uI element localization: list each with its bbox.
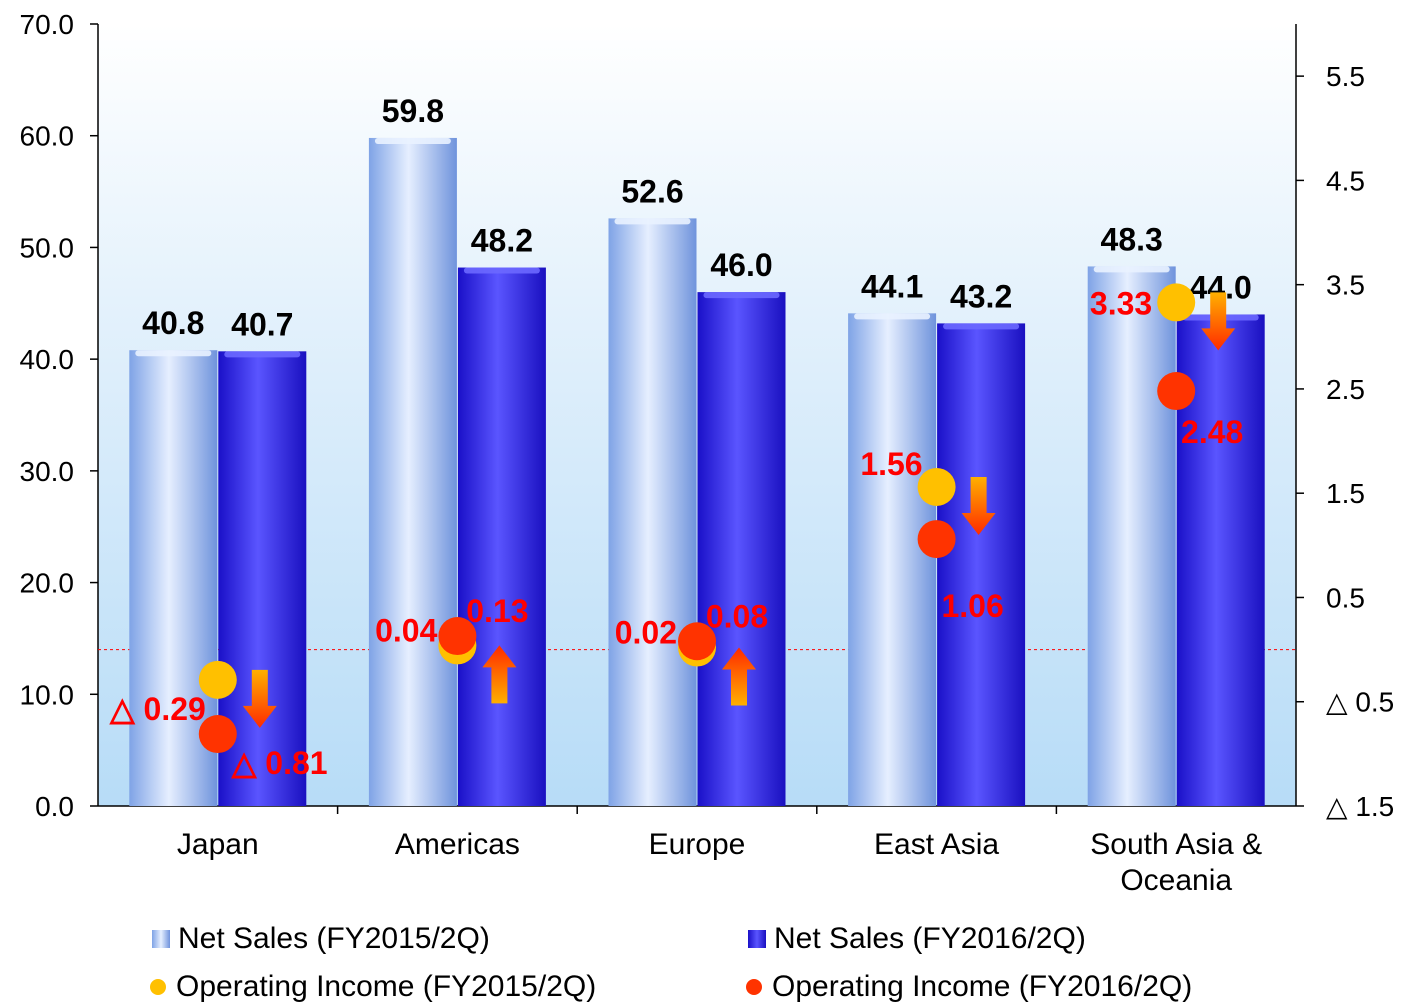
bar-label-2016: 46.0 bbox=[710, 247, 772, 283]
right-tick-label: 4.5 bbox=[1326, 165, 1365, 196]
bar-label-2015: 40.8 bbox=[142, 305, 204, 341]
bar-net-sales-2015 bbox=[1087, 266, 1176, 806]
right-tick-label: 3.5 bbox=[1326, 270, 1365, 301]
bar-net-sales-2015 bbox=[848, 313, 937, 806]
bar-label-2015: 52.6 bbox=[621, 173, 683, 209]
trend-arrow-up bbox=[722, 647, 756, 706]
legend-label-op-income-2015: Operating Income (FY2015/2Q) bbox=[176, 970, 597, 1003]
point-op-income-2016 bbox=[438, 617, 477, 656]
point-label-2015: 0.04 bbox=[375, 612, 437, 648]
legend-label-net-sales-2016: Net Sales (FY2016/2Q) bbox=[774, 922, 1086, 955]
bar-net-sales-2015-top bbox=[1093, 266, 1170, 273]
category-label: East Asia bbox=[874, 828, 999, 861]
bar-label-2015: 44.1 bbox=[861, 268, 923, 304]
left-tick-label: 70.0 bbox=[20, 9, 75, 40]
bar-net-sales-2016-top bbox=[224, 351, 301, 358]
left-tick-label: 30.0 bbox=[20, 456, 75, 487]
point-op-income-2016 bbox=[917, 520, 956, 559]
legend-label-op-income-2016: Operating Income (FY2016/2Q) bbox=[772, 970, 1193, 1003]
bar-label-2016: 43.2 bbox=[950, 278, 1012, 314]
bar-label-2015: 48.3 bbox=[1101, 221, 1163, 257]
legend-swatch-net-sales-2015 bbox=[152, 930, 170, 948]
bar-net-sales-2016 bbox=[697, 292, 786, 807]
point-label-2015: △ 0.29 bbox=[109, 691, 206, 727]
left-tick-label: 60.0 bbox=[20, 121, 75, 152]
legend-item-op-income-2015: Operating Income (FY2015/2Q) bbox=[150, 970, 596, 1004]
right-tick-label: △ 0.5 bbox=[1326, 687, 1394, 718]
legend-item-net-sales-2015: Net Sales (FY2015/2Q) bbox=[152, 922, 490, 956]
legend-item-net-sales-2016: Net Sales (FY2016/2Q) bbox=[748, 922, 1086, 956]
right-tick-label: △ 1.5 bbox=[1326, 791, 1394, 822]
legend-swatch-op-income-2015 bbox=[150, 979, 166, 995]
point-label-2016: 0.13 bbox=[466, 593, 528, 629]
legend-swatch-op-income-2016 bbox=[746, 979, 762, 995]
bar-net-sales-2016-top bbox=[703, 292, 780, 299]
point-op-income-2015 bbox=[198, 660, 237, 699]
point-label-2015: 1.56 bbox=[860, 446, 922, 482]
bar-label-2015: 59.8 bbox=[382, 93, 444, 129]
point-op-income-2016 bbox=[198, 715, 237, 754]
point-op-income-2015 bbox=[1157, 283, 1196, 322]
left-tick-label: 40.0 bbox=[20, 344, 75, 375]
point-label-2016: 1.06 bbox=[941, 588, 1003, 624]
bar-net-sales-2015 bbox=[368, 137, 457, 806]
left-tick-label: 0.0 bbox=[35, 791, 74, 822]
point-label-2016: 2.48 bbox=[1181, 414, 1243, 450]
bar-net-sales-2016 bbox=[457, 267, 546, 807]
trend-arrow-up bbox=[482, 645, 517, 704]
bar-label-2016: 48.2 bbox=[471, 223, 533, 259]
left-tick-label: 50.0 bbox=[20, 232, 75, 263]
right-tick-label: 5.5 bbox=[1326, 61, 1365, 92]
bar-net-sales-2015-top bbox=[135, 350, 212, 357]
right-tick-label: 1.5 bbox=[1326, 478, 1365, 509]
legend-item-op-income-2016: Operating Income (FY2016/2Q) bbox=[746, 970, 1192, 1004]
bar-net-sales-2015-top bbox=[854, 313, 931, 320]
point-op-income-2016 bbox=[1157, 372, 1196, 411]
point-label-2016: △ 0.81 bbox=[231, 745, 328, 781]
left-tick-label: 20.0 bbox=[20, 568, 75, 599]
trend-arrow-down bbox=[242, 669, 277, 728]
category-label: Oceania bbox=[1120, 864, 1232, 897]
category-label: Japan bbox=[177, 828, 259, 861]
legend-swatch-net-sales-2016 bbox=[748, 930, 766, 948]
category-label: Americas bbox=[395, 828, 520, 861]
bar-label-2016: 40.7 bbox=[231, 306, 293, 342]
bar-net-sales-2015-top bbox=[374, 137, 451, 144]
category-label: Europe bbox=[649, 828, 746, 861]
bar-net-sales-2015-top bbox=[614, 218, 691, 225]
trend-arrow-down bbox=[961, 476, 996, 535]
bar-net-sales-2015 bbox=[608, 218, 697, 806]
point-label-2015: 0.02 bbox=[615, 615, 677, 651]
right-tick-label: 2.5 bbox=[1326, 374, 1365, 405]
category-label: South Asia & bbox=[1090, 828, 1262, 861]
trend-arrow-down bbox=[1201, 292, 1236, 351]
bar-net-sales-2016-top bbox=[943, 323, 1020, 330]
point-label-2016: 0.08 bbox=[706, 598, 768, 634]
right-tick-label: 0.5 bbox=[1326, 582, 1365, 613]
bar-net-sales-2016 bbox=[937, 323, 1026, 806]
point-op-income-2015 bbox=[917, 467, 956, 506]
point-op-income-2016 bbox=[678, 622, 716, 661]
left-tick-label: 10.0 bbox=[20, 679, 75, 710]
point-label-2015: 3.33 bbox=[1090, 285, 1152, 321]
bar-net-sales-2016-top bbox=[463, 267, 540, 274]
legend-label-net-sales-2015: Net Sales (FY2015/2Q) bbox=[178, 922, 490, 955]
